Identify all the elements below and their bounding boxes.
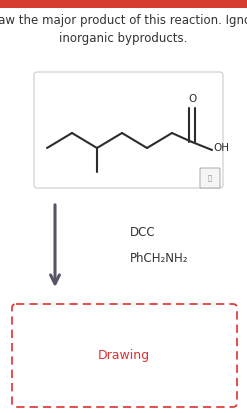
Text: OH: OH: [213, 143, 229, 153]
FancyBboxPatch shape: [12, 304, 237, 407]
Text: O: O: [188, 94, 196, 104]
Text: Draw the major product of this reaction. Ignore
inorganic byproducts.: Draw the major product of this reaction.…: [0, 14, 247, 45]
Text: DCC: DCC: [130, 225, 156, 238]
Text: PhCH₂NH₂: PhCH₂NH₂: [130, 252, 188, 264]
FancyBboxPatch shape: [34, 72, 223, 188]
Text: Drawing: Drawing: [98, 349, 150, 361]
Text: 🔍: 🔍: [208, 175, 212, 181]
Bar: [0, 0, 247, 8]
FancyBboxPatch shape: [200, 168, 220, 188]
